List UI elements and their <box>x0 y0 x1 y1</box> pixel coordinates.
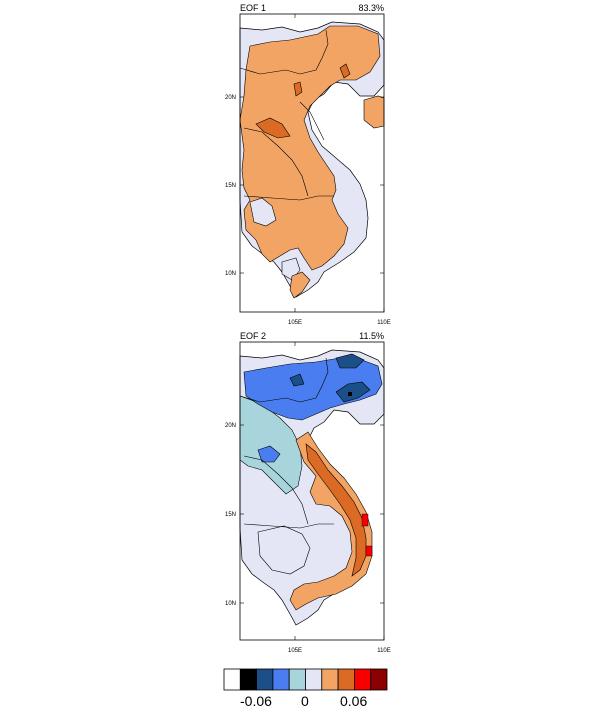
colorbar-box <box>370 668 388 691</box>
colorbar-box <box>239 668 258 691</box>
panel2-darkblue-pocket-3 <box>289 373 305 387</box>
panel2-map <box>239 341 385 641</box>
panel2-lat-10n: 10N <box>225 601 236 607</box>
panel1-lat-10n: 10N <box>225 271 236 277</box>
colorbar-label-zero: 0 <box>301 693 309 709</box>
colorbar-box <box>272 668 290 691</box>
colorbar-box <box>305 668 323 691</box>
colorbar-label-pos: 0.06 <box>340 693 368 709</box>
colorbar-box <box>256 668 274 691</box>
panel-eof2: EOF 2 11.5% <box>225 331 391 654</box>
panel1-lon-110e: 110E <box>377 320 391 326</box>
panel1-title: EOF 1 <box>240 3 266 13</box>
panel1-ticks <box>240 14 385 312</box>
panel1-dark-pocket-3 <box>339 63 351 79</box>
panel1-map <box>239 13 385 313</box>
panel2-borders <box>239 357 334 529</box>
panel1-lat-15n: 15N <box>225 183 236 189</box>
colorbar-box <box>337 668 355 691</box>
panel2-red-cell-2 <box>365 545 373 557</box>
panel2-black-cell <box>348 392 352 396</box>
panel1-dark-pocket-2 <box>293 81 303 97</box>
panel2-lon-105e: 105E <box>288 648 302 654</box>
colorbar-box <box>288 668 306 691</box>
panel2-darkblue-pocket-2 <box>335 381 371 403</box>
panel1-dark-pocket-1 <box>255 117 291 139</box>
panel2-title: EOF 2 <box>240 331 266 341</box>
panel2-lightblue-region <box>239 395 303 495</box>
panel2-red-cell-1 <box>361 513 369 527</box>
panel1-lat-20n: 20N <box>225 95 236 101</box>
panel2-orange-band <box>289 431 373 611</box>
panel-eof1: EOF 1 83.3% <box>225 3 391 326</box>
panel1-frame <box>239 13 385 313</box>
panel2-lat-20n: 20N <box>225 423 236 429</box>
panel1-low-pocket-1 <box>249 197 277 227</box>
colorbar-box <box>223 668 241 691</box>
panel1-orange-region <box>239 25 381 271</box>
panel2-lat-15n: 15N <box>225 512 236 518</box>
panel1-south-tip <box>289 271 311 299</box>
panel2-ticks <box>240 342 385 640</box>
panel1-lon-105e: 105E <box>288 320 302 326</box>
colorbar <box>223 668 388 691</box>
panel2-variance: 11.5% <box>359 331 384 341</box>
panel1-borders <box>239 29 334 201</box>
panel2-darkblue-pocket-1 <box>335 353 365 369</box>
colorbar-box <box>321 668 339 691</box>
colorbar-box <box>353 668 372 691</box>
panel2-south-low <box>257 525 311 575</box>
panel2-darkorange-band <box>305 443 367 577</box>
panel2-lon-110e: 110E <box>377 648 391 654</box>
panel1-variance: 83.3% <box>358 3 384 13</box>
panel2-blue-region <box>243 357 383 421</box>
colorbar-label-neg: -0.06 <box>240 693 272 709</box>
panel1-coast-orange <box>363 95 385 129</box>
panel2-frame <box>239 341 385 641</box>
